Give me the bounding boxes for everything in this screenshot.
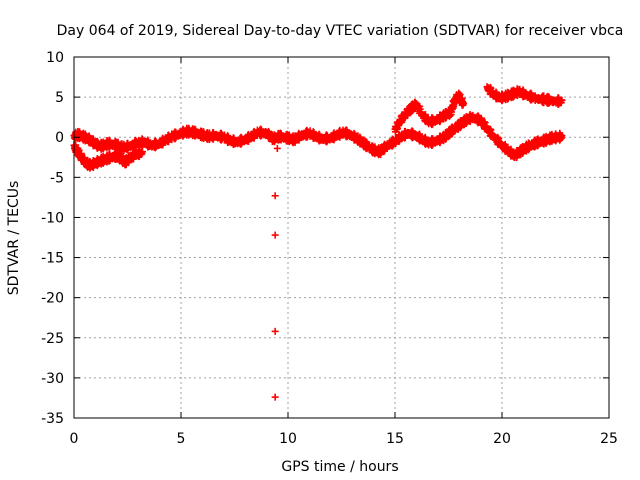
x-tick-label: 5 [177,431,186,447]
y-axis-label: SDTVAR / TECUs [6,181,22,296]
y-tick-label: -15 [41,251,64,267]
y-tick-label: -35 [41,411,64,427]
data-point [558,132,566,140]
data-point [558,96,566,104]
plot-border [73,56,610,419]
y-tick-label: -30 [41,371,64,387]
y-tick-label: -20 [41,291,64,307]
data-point [494,133,502,141]
points-layer [70,83,566,401]
chart-title: Day 064 of 2019, Sidereal Day-to-day VTE… [57,23,624,39]
data-point-outlier [271,192,279,200]
y-tick-label: 0 [55,130,64,146]
data-point-outlier [271,231,279,239]
y-tick-label: 5 [55,90,64,106]
x-tick-label: 15 [386,431,404,447]
data-point-outlier [273,144,281,152]
x-tick-label: 25 [600,431,618,447]
data-point-outlier [271,393,279,401]
y-tick-label: -10 [41,210,64,226]
x-axis-label: GPS time / hours [281,459,398,475]
data-point [459,100,467,108]
y-tick-label: -25 [41,331,64,347]
data-point-outlier [271,327,279,335]
data-point [138,148,146,156]
x-tick-label: 20 [493,431,511,447]
y-tick-label: 10 [46,50,64,66]
ticks-layer: 0 5 10 15 20 25 10 5 0 -5 -10 -15 -20 -25 -30 -35 [41,50,618,447]
x-tick-label: 0 [70,431,79,447]
x-tick-label: 10 [279,431,297,447]
y-tick-label: -5 [50,170,64,186]
